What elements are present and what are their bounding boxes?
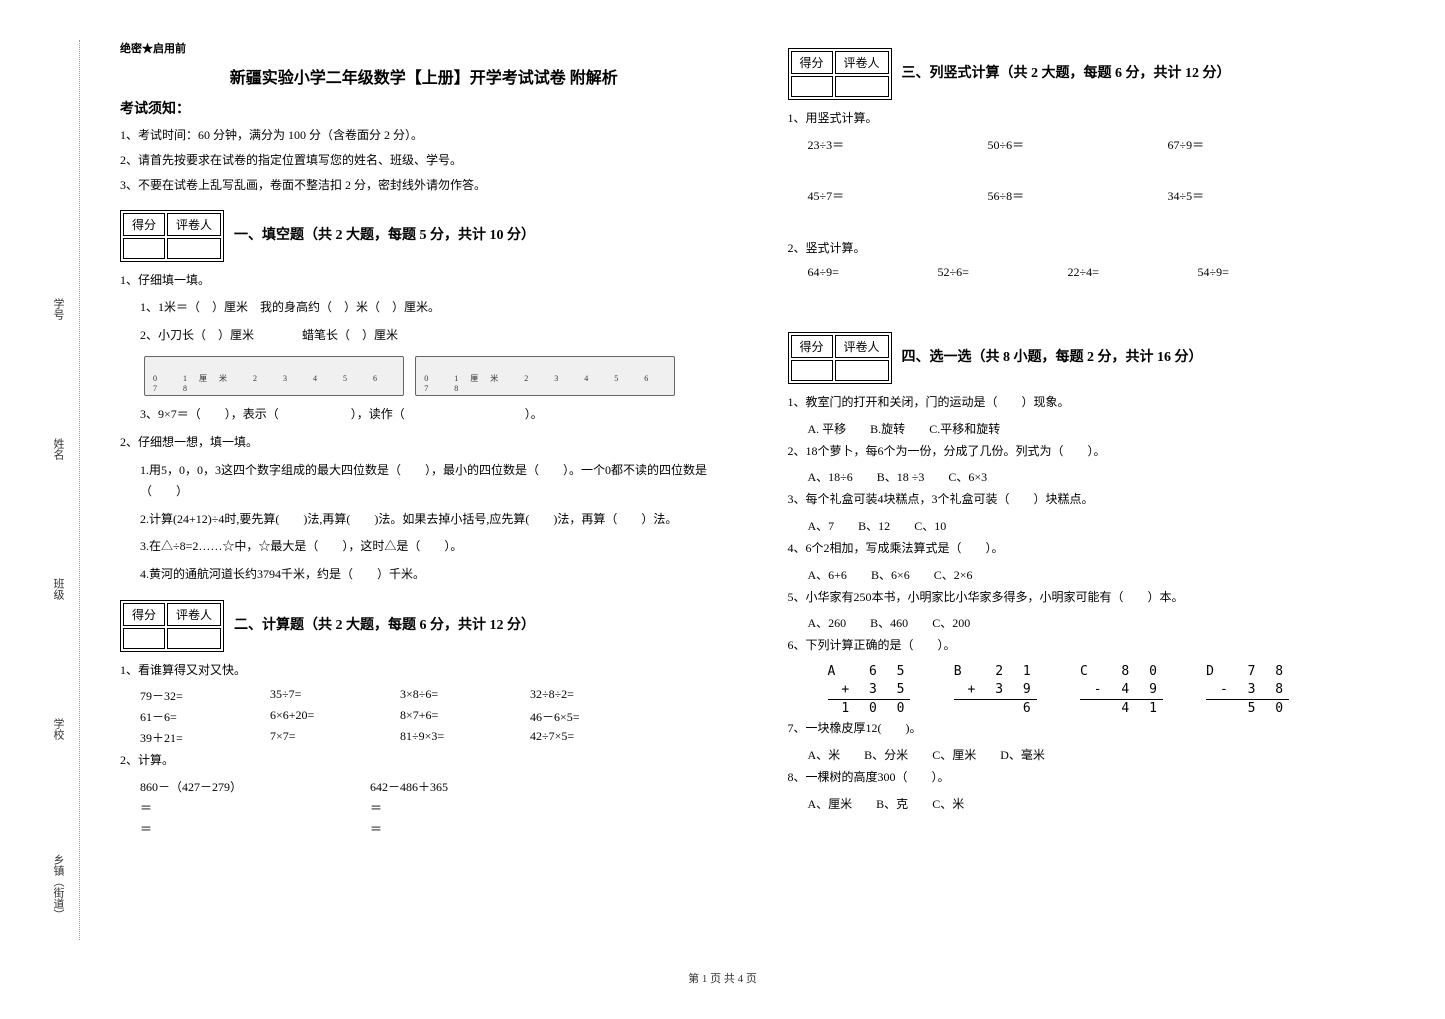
s2-q2: 2、计算。 (120, 750, 728, 772)
sidebar: 乡镇（街道） 学校 班级 姓名 学号 (20, 40, 80, 940)
s2-row3: 39＋21= 7×7= 81÷9×3= 42÷7×5= (120, 729, 728, 746)
section3-title: 三、列竖式计算（共 2 大题，每题 6 分，共计 12 分） (902, 62, 1231, 82)
s4-q6-calcs: A 6 5 + 3 5 1 0 0 B 2 1 + 3 9 6 C 8 0 - … (788, 663, 1396, 719)
left-column: 绝密★启用前 新疆实验小学二年级数学【上册】开学考试试卷 附解析 考试须知： 1… (80, 40, 758, 940)
sidebar-class: 班级 (50, 578, 66, 600)
right-column: 得分评卷人 三、列竖式计算（共 2 大题，每题 6 分，共计 12 分） 1、用… (758, 40, 1426, 940)
page: 乡镇（街道） 学校 班级 姓名 学号 绝密★启用前 新疆实验小学二年级数学【上册… (0, 0, 1445, 960)
score-box-3: 得分评卷人 (788, 48, 892, 100)
grader-label: 评卷人 (167, 213, 221, 236)
section4-title: 四、选一选（共 8 小题，每题 2 分，共计 16 分） (902, 346, 1203, 366)
sidebar-id: 学号 (50, 298, 66, 320)
s4-q6: 6、下列计算正确的是（ ）。 (788, 635, 1396, 657)
s4-q1-opts: A. 平移 B.旋转 C.平移和旋转 (788, 420, 1396, 437)
notice-title: 考试须知： (120, 98, 728, 118)
score-box-2: 得分评卷人 (120, 600, 224, 652)
s4-q4-opts: A、6+6 B、6×6 C、2×6 (788, 566, 1396, 583)
rulers: 0 1厘米 2 3 4 5 6 7 8 0 1厘米 2 3 4 5 6 7 8 (120, 352, 728, 404)
s2-row2: 61－6= 6×6+20= 8×7+6= 46－6×5= (120, 708, 728, 725)
s1-q1: 1、仔细填一填。 (120, 270, 728, 292)
exam-title: 新疆实验小学二年级数学【上册】开学考试试卷 附解析 (120, 64, 728, 88)
notice-2: 2、请首先按要求在试卷的指定位置填写您的姓名、班级、学号。 (120, 151, 728, 170)
section1-header: 得分评卷人 一、填空题（共 2 大题，每题 5 分，共计 10 分） (120, 202, 728, 270)
section1-title: 一、填空题（共 2 大题，每题 5 分，共计 10 分） (234, 224, 535, 244)
footer: 第 1 页 共 4 页 (0, 960, 1445, 996)
s4-q4: 4、6个2相加，写成乘法算式是（ ）。 (788, 538, 1396, 560)
s4-q3: 3、每个礼盒可装4块糕点，3个礼盒可装（ ）块糕点。 (788, 489, 1396, 511)
s3-row3: 64÷9= 52÷6= 22÷4= 54÷9= (788, 265, 1396, 280)
s1-q2-2: 2.计算(24+12)÷4时,要先算( )法,再算( )法。如果去掉小括号,应先… (120, 509, 728, 531)
s1-q2-4: 4.黄河的通航河道长约3794千米，约是（ ）千米。 (120, 564, 728, 586)
s1-q2: 2、仔细想一想，填一填。 (120, 432, 728, 454)
notice-1: 1、考试时间：60 分钟，满分为 100 分（含卷面分 2 分）。 (120, 126, 728, 145)
score-label: 得分 (123, 213, 165, 236)
s1-q2-3: 3.在△÷8=2……☆中，☆最大是（ ），这时△是（ ）。 (120, 536, 728, 558)
score-box-1: 得分评卷人 (120, 210, 224, 262)
s4-q5: 5、小华家有250本书，小明家比小华家多得多，小明家可能有（ ）本。 (788, 587, 1396, 609)
s4-q8: 8、一棵树的高度300（ ）。 (788, 767, 1396, 789)
s1-q1-2: 2、小刀长（ ）厘米 蜡笔长（ ）厘米 (120, 325, 728, 347)
s2-eq1: ＝ ＝ (120, 799, 728, 816)
section2-header: 得分评卷人 二、计算题（共 2 大题，每题 6 分，共计 12 分） (120, 592, 728, 660)
s2-row1: 79－32= 35÷7= 3×8÷6= 32÷8÷2= (120, 687, 728, 704)
s4-q1: 1、教室门的打开和关闭，门的运动是（ ）现象。 (788, 392, 1396, 414)
s4-q8-opts: A、厘米 B、克 C、米 (788, 795, 1396, 812)
confidential: 绝密★启用前 (120, 40, 728, 56)
sidebar-school: 学校 (50, 718, 66, 740)
s3-q1: 1、用竖式计算。 (788, 108, 1396, 130)
ruler-2: 0 1厘米 2 3 4 5 6 7 8 (415, 356, 675, 396)
sidebar-township: 乡镇（街道） (50, 854, 66, 920)
section4-header: 得分评卷人 四、选一选（共 8 小题，每题 2 分，共计 16 分） (788, 324, 1396, 392)
ruler-1: 0 1厘米 2 3 4 5 6 7 8 (144, 356, 404, 396)
vcalc-c: C 8 0 - 4 9 4 1 (1080, 663, 1163, 719)
vcalc-d: D 7 8 - 3 8 5 0 (1206, 663, 1289, 719)
s3-q2: 2、竖式计算。 (788, 238, 1396, 260)
section3-header: 得分评卷人 三、列竖式计算（共 2 大题，每题 6 分，共计 12 分） (788, 40, 1396, 108)
notice-3: 3、不要在试卷上乱写乱画，卷面不整洁扣 2 分，密封线外请勿作答。 (120, 176, 728, 195)
s2-calc: 860－（427－279） 642－486＋365 (120, 778, 728, 795)
s3-row2: 45÷7＝ 56÷8＝ 34÷5＝ (788, 187, 1396, 204)
s1-q1-3: 3、9×7＝（ ），表示（ ），读作（ ）。 (120, 404, 728, 426)
section2-title: 二、计算题（共 2 大题，每题 6 分，共计 12 分） (234, 614, 535, 634)
s2-eq2: ＝ ＝ (120, 820, 728, 837)
s3-row1: 23÷3＝ 50÷6＝ 67÷9＝ (788, 136, 1396, 153)
vcalc-b: B 2 1 + 3 9 6 (954, 663, 1037, 719)
s4-q7: 7、一块橡皮厚12( )。 (788, 718, 1396, 740)
s4-q2: 2、18个萝卜，每6个为一份，分成了几份。列式为（ ）。 (788, 441, 1396, 463)
s2-q1: 1、看谁算得又对又快。 (120, 660, 728, 682)
s4-q7-opts: A、米 B、分米 C、厘米 D、毫米 (788, 746, 1396, 763)
sidebar-name: 姓名 (50, 438, 66, 460)
s1-q1-1: 1、1米＝（ ）厘米 我的身高约（ ）米（ ）厘米。 (120, 297, 728, 319)
vcalc-a: A 6 5 + 3 5 1 0 0 (828, 663, 911, 719)
s4-q5-opts: A、260 B、460 C、200 (788, 614, 1396, 631)
s4-q3-opts: A、7 B、12 C、10 (788, 517, 1396, 534)
s1-q2-1: 1.用5，0，0，3这四个数字组成的最大四位数是（ ），最小的四位数是（ ）。一… (120, 460, 728, 503)
s4-q2-opts: A、18÷6 B、18 ÷3 C、6×3 (788, 468, 1396, 485)
score-box-4: 得分评卷人 (788, 332, 892, 384)
